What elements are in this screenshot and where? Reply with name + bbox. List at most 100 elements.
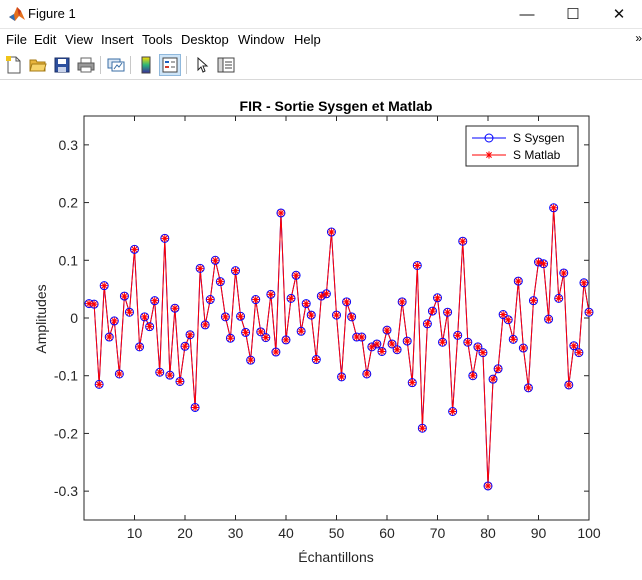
sysgen-point [392,345,402,355]
window-title: Figure 1 [28,6,76,21]
matlab-point [100,282,108,290]
sysgen-point [372,339,382,349]
menu-view[interactable]: View [65,32,93,47]
matlab-point [226,334,235,342]
matlab-point [242,328,250,337]
matlab-point [85,299,93,308]
matlab-point [348,313,356,321]
sysgen-point [271,347,281,357]
sysgen-point [397,297,407,307]
menu-help[interactable]: Help [294,32,321,47]
sysgen-point [215,277,225,287]
matlab-point [383,326,391,334]
link-plot-button[interactable] [105,54,127,76]
matlab-point [206,295,214,304]
matlab-point [211,256,219,264]
sysgen-point [579,278,589,288]
new-figure-icon [6,56,21,74]
property-inspector-icon [217,57,235,73]
sysgen-point [427,306,437,316]
colorbar-button[interactable] [135,54,157,76]
matlab-point [343,298,351,306]
matlab-point [368,343,376,351]
matlab-point [146,323,154,331]
sysgen-point [347,312,357,322]
y-tick-label: 0.1 [59,252,79,268]
sysgen-point [99,281,109,291]
matlab-point [504,316,512,324]
legend-icon [162,57,178,73]
menu-insert[interactable]: Insert [101,32,134,47]
minimize-button[interactable]: — [504,0,550,28]
matlab-point [519,344,527,352]
x-tick-label: 20 [177,525,193,541]
figure-toolbar [0,51,642,80]
new-figure-button[interactable] [3,54,25,76]
matlab-point [130,245,139,253]
matlab-point [378,347,386,356]
maximize-button[interactable]: ☐ [550,0,596,28]
matlab-point [120,292,128,300]
matlab-point [141,313,149,321]
sysgen-point [241,327,251,337]
sysgen-point [407,378,417,388]
print-button[interactable] [75,54,97,76]
open-file-icon [29,59,47,72]
matlab-point [485,151,493,159]
minimize-icon: — [519,5,535,23]
matlab-point [524,384,532,392]
matlab-point [550,204,558,212]
property-inspector-button[interactable] [215,54,237,76]
x-tick-label: 100 [577,525,601,541]
matlab-point [353,333,361,341]
plot-svg[interactable]: FIR - Sortie Sysgen et Matlab 10 20 30 40 50… [0,80,642,575]
menu-file[interactable]: File [6,32,27,47]
matlab-point [161,234,169,242]
save-icon [54,57,70,73]
menu-overflow-chevron-icon[interactable]: » [635,31,642,45]
sysgen-point [332,310,341,320]
menu-window[interactable]: Window [238,32,285,47]
matlab-point [469,372,477,380]
matlab-point [479,349,487,357]
axis-ticks: 10 20 30 40 50 60 70 80 90 100 -0.3 -0.2 -0.1 0 0.1 0.2… [54,116,601,541]
matlab-point [489,375,497,383]
pointer-button[interactable] [191,54,213,76]
matlab-point [534,258,543,266]
sysgen-point [438,337,448,347]
chart-legend[interactable]: S Sysgen S Matlab [465,125,579,167]
matlab-point [454,331,462,339]
close-button[interactable]: ✕ [596,0,642,28]
sysgen-point [488,374,498,384]
matlab-point [529,297,538,305]
matlab-point [388,340,396,348]
save-button[interactable] [51,54,73,76]
sysgen-point [468,371,478,381]
matlab-point [90,300,98,308]
legend-button[interactable] [159,54,181,76]
matlab-point [171,304,179,312]
sysgen-point [362,369,372,379]
sysgen-point [417,423,427,433]
sysgen-point [165,370,175,380]
menu-edit[interactable]: Edit [34,32,57,47]
x-tick-label: 40 [278,525,294,541]
matlab-point [363,370,371,378]
matlab-point [247,356,255,364]
sysgen-point [200,320,210,330]
sysgen-point [251,295,261,305]
matlab-point [459,237,467,245]
matlab-point [570,342,578,350]
sysgen-point [276,208,286,218]
sysgen-point [291,270,301,280]
matlab-point [191,403,199,412]
y-axis-label: Amplitudes [33,284,49,353]
matlab-point [267,290,275,298]
menu-desktop[interactable]: Desktop [181,32,229,47]
matlab-point [125,308,134,316]
menu-tools[interactable]: Tools [142,32,173,47]
x-tick-label: 50 [329,525,345,541]
sysgen-point [306,310,316,320]
sysgen-point [463,337,473,347]
open-file-button[interactable] [27,54,49,76]
